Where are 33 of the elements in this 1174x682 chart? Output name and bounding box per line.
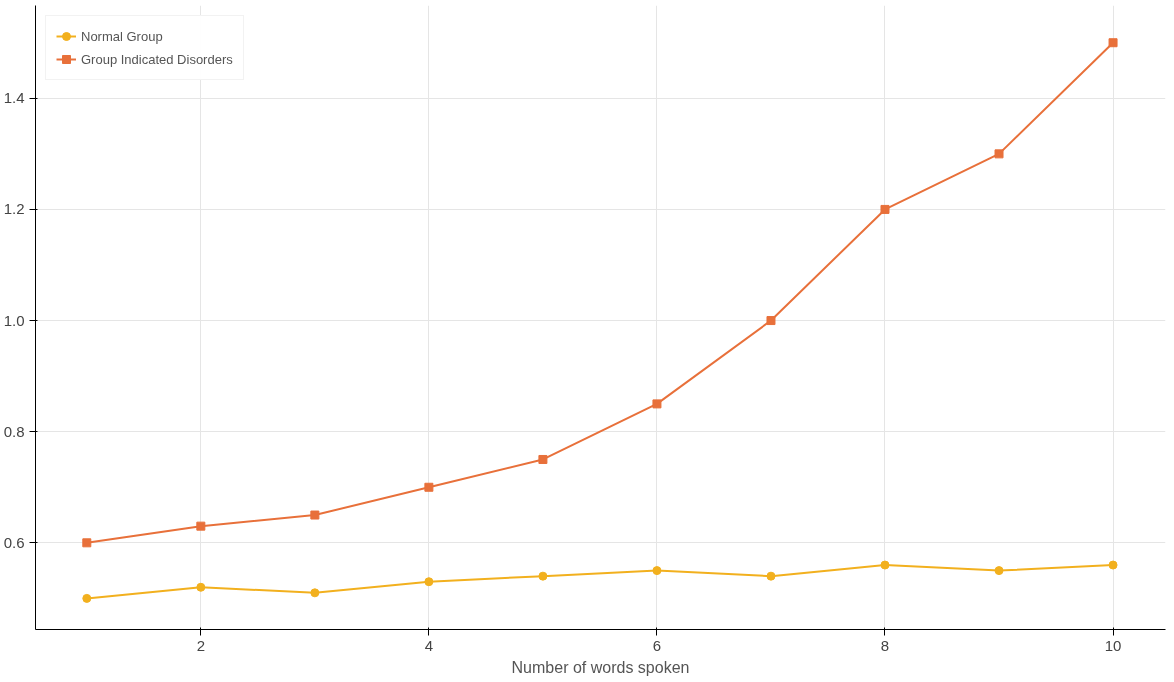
point (652, 399, 662, 409)
point (196, 582, 206, 592)
point (652, 566, 662, 576)
x-tick-label: 2 (196, 636, 206, 654)
point (994, 566, 1004, 576)
y-tick-label: 1.2 (3, 200, 25, 218)
y-tick-label: 0.6 (3, 533, 25, 551)
point (538, 571, 548, 581)
point (766, 316, 776, 326)
point (994, 149, 1004, 159)
point (310, 510, 320, 520)
y-tick-label: 1.0 (3, 311, 25, 329)
y-tick-label: 1.4 (3, 89, 25, 107)
x-tick-label: 8 (880, 636, 890, 654)
point (1108, 38, 1118, 48)
point (538, 454, 548, 464)
x-tick-label: 10 (1104, 636, 1122, 654)
point (1108, 560, 1118, 570)
legend-label: Group Indicated Disorders (81, 51, 233, 67)
legend-label: Normal Group (81, 28, 163, 44)
point (196, 521, 206, 531)
point (424, 577, 434, 587)
x-tick-label: 4 (424, 636, 434, 654)
x-tick-label: 6 (652, 636, 662, 654)
point (310, 588, 320, 598)
point (424, 482, 434, 492)
point (82, 593, 92, 603)
point (880, 560, 890, 570)
point (82, 538, 92, 548)
y-tick-label: 0.8 (3, 422, 25, 440)
point (880, 204, 890, 214)
x-axis-title: Number of words spoken (511, 658, 690, 676)
point (766, 571, 776, 581)
